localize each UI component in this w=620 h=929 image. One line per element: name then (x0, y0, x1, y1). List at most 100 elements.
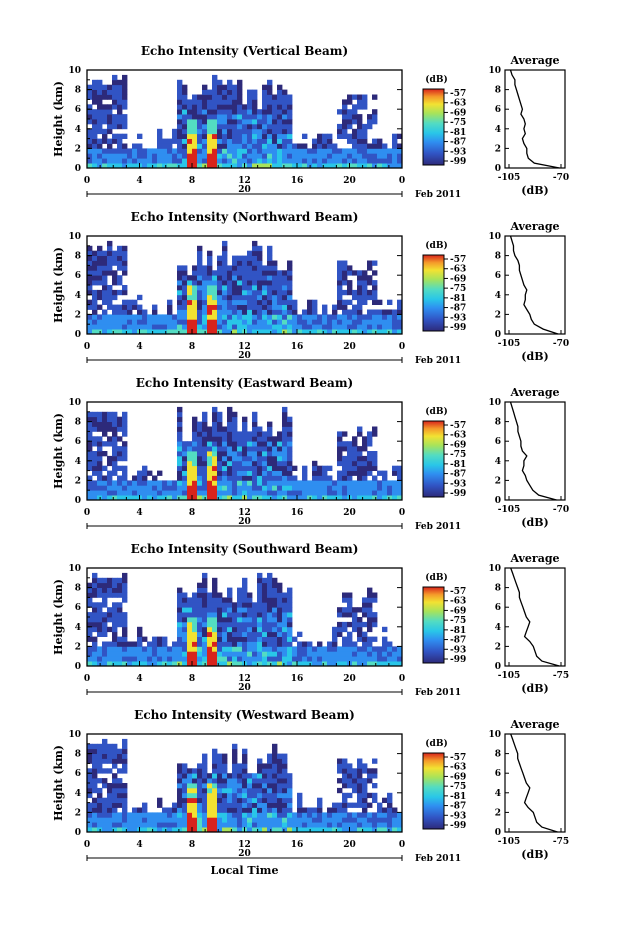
heatmap-cell (222, 265, 228, 271)
heatmap-cell (287, 304, 293, 310)
heatmap-cell (87, 827, 93, 833)
heatmap-cell (182, 158, 188, 164)
heatmap-cell (242, 280, 248, 286)
heatmap-cell (242, 426, 248, 432)
heatmap-cell (237, 133, 243, 139)
heatmap-cell (382, 636, 388, 642)
heatmap-cell (187, 99, 193, 105)
heatmap-cell (162, 661, 168, 667)
profile-y-tick-label: 6 (495, 769, 501, 779)
heatmap-cell (352, 773, 358, 779)
heatmap-cell (87, 661, 93, 667)
heatmap-cell (257, 446, 263, 452)
heatmap-cell (317, 802, 323, 808)
heatmap-cell (92, 753, 98, 759)
heatmap-cell (312, 153, 318, 159)
heatmap-cell (202, 294, 208, 301)
heatmap-cell (112, 743, 118, 750)
y-tick-label: 4 (75, 623, 81, 633)
profile-y-tick-label: 2 (495, 310, 501, 320)
heatmap-cell (102, 89, 108, 95)
heatmap-cell (387, 661, 393, 667)
heatmap-cell (87, 299, 93, 305)
heatmap-cell (277, 109, 283, 115)
heatmap-cell (287, 280, 293, 286)
heatmap-cell (207, 431, 213, 437)
heatmap-cell (252, 802, 258, 808)
heatmap-cell (202, 656, 208, 662)
heatmap-cell (272, 441, 278, 447)
heatmap-cell (372, 114, 378, 120)
heatmap-cell (262, 485, 268, 491)
heatmap-cell (262, 495, 268, 501)
heatmap-cell (242, 294, 248, 301)
heatmap-cell (262, 773, 268, 779)
heatmap-cell (222, 495, 228, 501)
heatmap-cell (247, 797, 253, 803)
heatmap-cell (107, 119, 113, 125)
heatmap-cell (92, 255, 98, 261)
heatmap-cell (377, 299, 383, 305)
heatmap-cell (112, 289, 118, 296)
heatmap-cell (257, 289, 263, 296)
heatmap-cell (382, 324, 388, 330)
heatmap-cell (107, 582, 113, 588)
heatmap-cell (162, 827, 168, 833)
heatmap-cell (372, 636, 378, 642)
heatmap-cell (262, 294, 268, 301)
heatmap-cell (152, 636, 158, 642)
heatmap-cell (267, 329, 273, 335)
heatmap-cell (212, 827, 218, 833)
heatmap-cell (87, 792, 93, 799)
heatmap-cell (197, 470, 203, 476)
heatmap-cell (192, 304, 198, 310)
heatmap-cell (112, 792, 118, 799)
heatmap-cell (262, 612, 268, 618)
heatmap-cell (107, 455, 113, 462)
heatmap-image (87, 240, 403, 335)
heatmap-cell (322, 148, 328, 154)
heatmap-cell (262, 441, 268, 447)
heatmap-cell (262, 626, 268, 633)
heatmap-cell (242, 807, 248, 813)
heatmap-cell (117, 245, 123, 252)
heatmap-cell (372, 158, 378, 164)
heatmap-cell (152, 148, 158, 154)
heatmap-cell (367, 441, 373, 447)
heatmap-cell (102, 329, 108, 335)
heatmap-cell (262, 299, 268, 305)
heatmap-cell (197, 817, 203, 823)
heatmap-cell (227, 289, 233, 296)
heatmap-cell (212, 626, 218, 633)
heatmap-cell (177, 314, 183, 320)
colorbar-tick-label: -63 (450, 431, 466, 441)
heatmap-cell (112, 84, 118, 90)
heatmap-cell (247, 441, 253, 447)
heatmap-cell (252, 309, 258, 315)
heatmap-cell (102, 485, 108, 491)
heatmap-cell (112, 421, 118, 427)
heatmap-cell (182, 280, 188, 286)
heatmap-cell (102, 294, 108, 301)
heatmap-cell (287, 260, 293, 266)
heatmap-cell (182, 621, 188, 628)
heatmap-cell (117, 304, 123, 310)
heatmap-cell (172, 314, 178, 320)
heatmap-cell (312, 158, 318, 164)
heatmap-cell (102, 612, 108, 618)
heatmap-cell (202, 446, 208, 452)
heatmap-cell (92, 280, 98, 286)
heatmap-cell (197, 587, 203, 593)
heatmap-cell (132, 143, 138, 149)
heatmap-cell (107, 416, 113, 422)
heatmap-cell (182, 104, 188, 110)
heatmap-cell (192, 470, 198, 476)
heatmap-cell (282, 89, 288, 95)
heatmap-cell (317, 314, 323, 320)
heatmap-cell (357, 138, 363, 144)
heatmap-cell (362, 280, 368, 286)
heatmap-cell (212, 421, 218, 427)
heatmap-cell (222, 138, 228, 144)
heatmap-cell (247, 128, 253, 135)
heatmap-cell (87, 817, 93, 823)
